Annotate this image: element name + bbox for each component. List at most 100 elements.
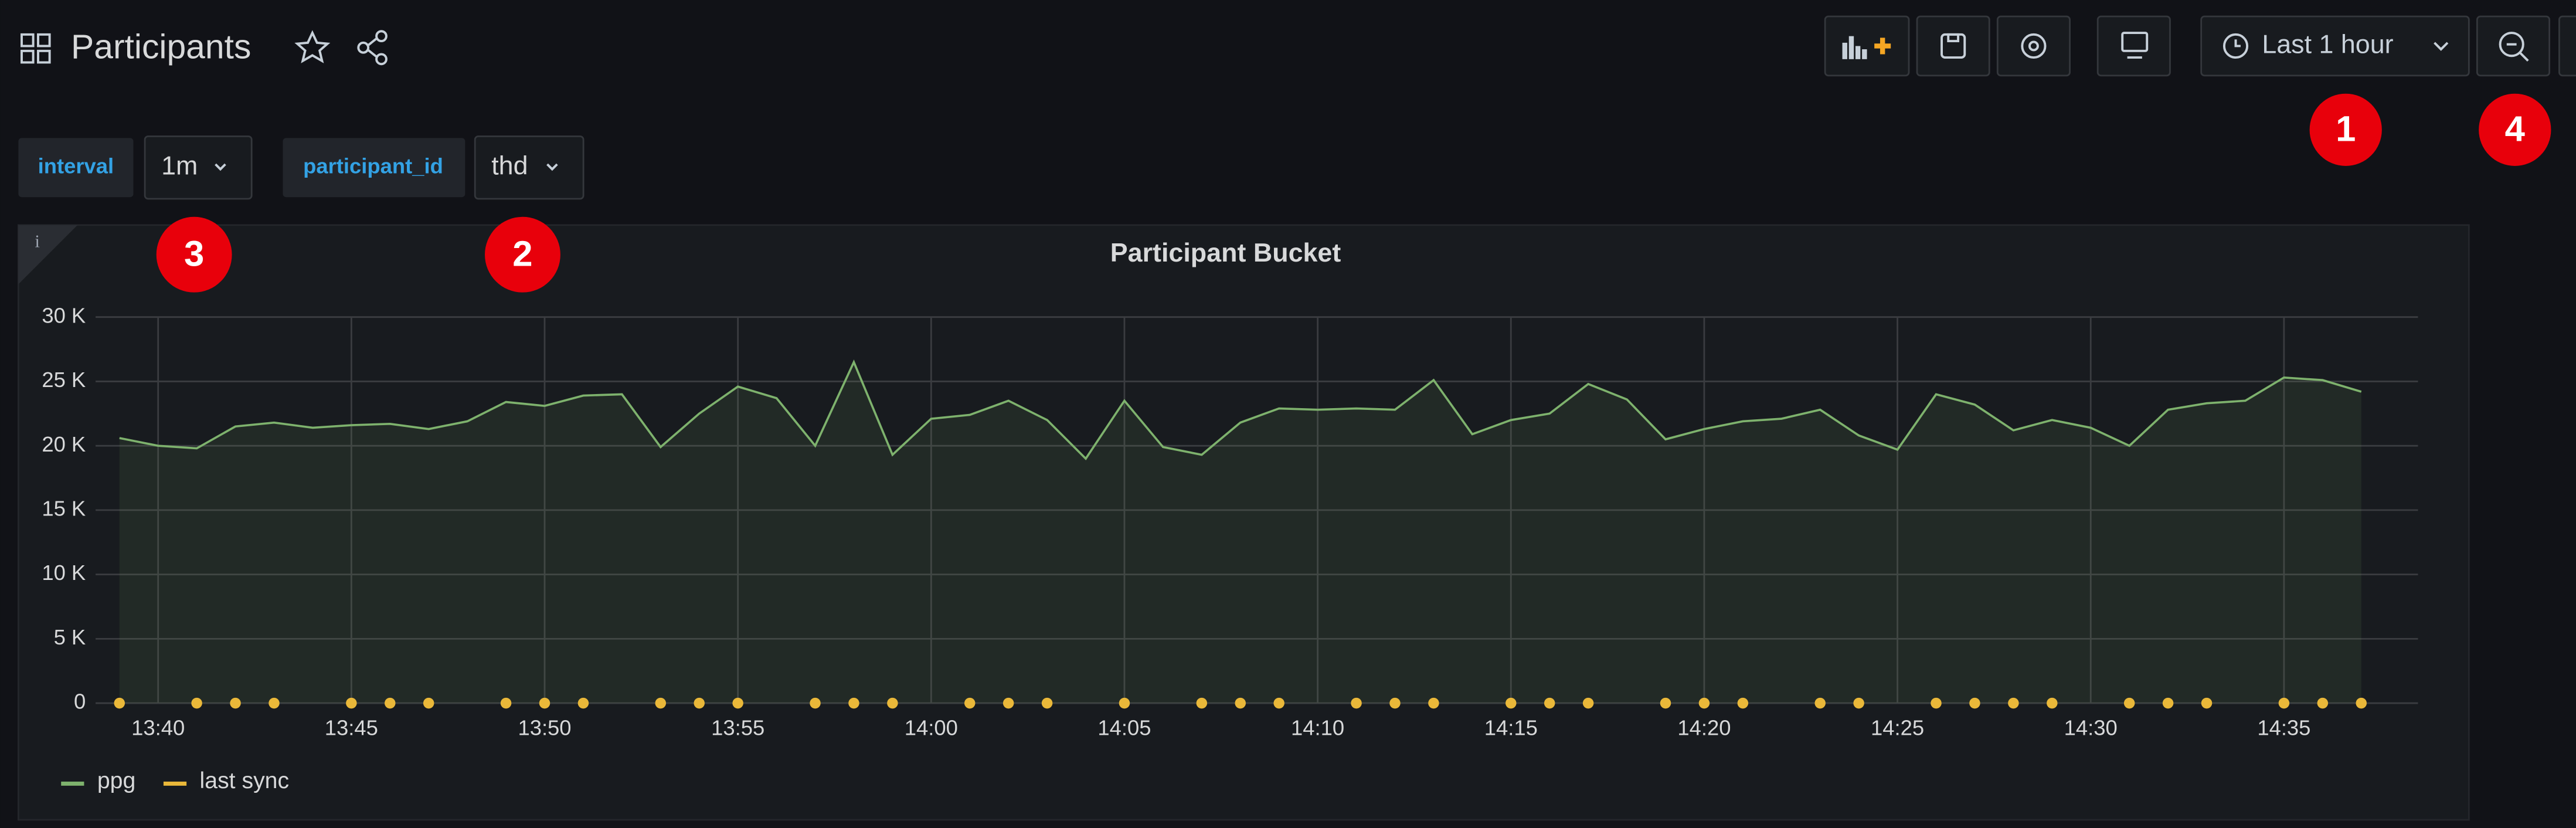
y-tick-label: 20 K — [42, 432, 86, 456]
x-tick-label: 13:50 — [518, 716, 571, 740]
annotation-badge: 4 — [2479, 93, 2551, 166]
point — [694, 697, 705, 709]
legend-label[interactable]: ppg — [97, 768, 135, 793]
variable-value[interactable]: 1m — [161, 151, 198, 181]
variable-label-bg — [18, 138, 134, 198]
tv-mode-button[interactable] — [2096, 15, 2171, 77]
info-corner — [18, 225, 78, 284]
legend-label[interactable]: last sync — [200, 768, 290, 793]
point — [423, 697, 434, 709]
point — [346, 697, 357, 709]
point — [1544, 697, 1555, 709]
point — [1698, 697, 1710, 709]
x-tick-label: 13:45 — [325, 716, 378, 740]
point — [848, 697, 859, 709]
variable-label-bg — [283, 138, 465, 198]
annotation-badge: 3 — [156, 216, 232, 293]
point — [887, 697, 898, 709]
dashboard-title[interactable]: Participants — [71, 28, 251, 66]
point — [2278, 697, 2290, 709]
point — [1814, 697, 1826, 709]
point — [964, 697, 976, 709]
variable-value[interactable]: thd — [491, 151, 528, 181]
x-tick-label: 14:20 — [1677, 716, 1731, 740]
point — [1969, 697, 1980, 709]
share-icon[interactable] — [357, 30, 388, 66]
dashboard-icon[interactable] — [21, 33, 51, 64]
x-tick-label: 13:55 — [711, 716, 764, 740]
point — [2201, 697, 2213, 709]
x-tick-label: 13:40 — [131, 716, 185, 740]
point — [1506, 697, 1517, 709]
point — [1041, 697, 1053, 709]
variable-select[interactable]: 1m — [144, 135, 253, 200]
variable-label: participant_id — [303, 154, 443, 178]
point — [1389, 697, 1401, 709]
refresh-button[interactable] — [2558, 15, 2576, 77]
settings-button[interactable] — [1996, 15, 2071, 77]
point — [577, 697, 589, 709]
point — [1660, 697, 1671, 709]
point — [114, 697, 125, 709]
add-panel-button[interactable] — [1824, 15, 1910, 77]
annotation-badge: 1 — [2309, 93, 2382, 166]
point — [500, 697, 512, 709]
point — [1428, 697, 1439, 709]
time-range[interactable]: Last 1 hour — [2262, 29, 2393, 59]
x-tick-label: 14:35 — [2257, 716, 2310, 740]
y-tick-label: 15 K — [42, 497, 86, 521]
annotation-badge: 2 — [485, 216, 560, 293]
point — [1196, 697, 1208, 709]
zoom-out-button[interactable] — [2476, 15, 2551, 77]
point — [1853, 697, 1864, 709]
badge-number: 4 — [2505, 108, 2525, 149]
y-tick-label: 5 K — [54, 625, 86, 649]
point — [1273, 697, 1284, 709]
star-icon[interactable] — [294, 30, 331, 63]
line — [119, 359, 2362, 460]
point — [732, 697, 743, 709]
info-icon[interactable]: i — [35, 232, 40, 252]
y-tick-label: 0 — [74, 690, 86, 714]
point — [1235, 697, 1246, 709]
point — [2356, 697, 2367, 709]
point — [2123, 697, 2135, 709]
point — [1119, 697, 1130, 709]
point — [191, 697, 202, 709]
panel — [17, 224, 2470, 821]
point — [810, 697, 821, 709]
x-tick-label: 14:05 — [1097, 716, 1151, 740]
x-tick-label: 14:15 — [1484, 716, 1538, 740]
variable-label: interval — [38, 154, 114, 178]
time-picker[interactable]: Last 1 hour — [2200, 15, 2470, 77]
point — [269, 697, 280, 709]
save-button[interactable] — [1916, 15, 1990, 77]
point — [2008, 697, 2019, 709]
point — [1351, 697, 1362, 709]
point — [1582, 697, 1594, 709]
point — [655, 697, 667, 709]
y-tick-label: 10 K — [42, 561, 86, 585]
area — [119, 362, 2361, 704]
variable-select[interactable]: thd — [474, 135, 584, 200]
plot: 0 5 K 10 K 15 K 20 K 25 K 30 K 13:40 13:45 13:50 1… — [42, 303, 2418, 793]
point — [1931, 697, 1942, 709]
point — [385, 697, 396, 709]
x-tick-label: 14:25 — [1871, 716, 1924, 740]
point — [2317, 697, 2329, 709]
badge-number: 3 — [184, 233, 204, 274]
point — [2162, 697, 2174, 709]
point — [1002, 697, 1014, 709]
y-tick-label: 30 K — [42, 303, 86, 327]
x-tick-label: 14:30 — [2064, 716, 2118, 740]
y-tick-label: 25 K — [42, 368, 86, 392]
x-tick-label: 14:10 — [1291, 716, 1344, 740]
point — [539, 697, 550, 709]
x-tick-label: 14:00 — [905, 716, 958, 740]
badge-number: 2 — [512, 233, 532, 274]
panel-title: Participant Bucket — [1110, 238, 1341, 267]
point — [230, 697, 241, 709]
badge-number: 1 — [2336, 108, 2356, 149]
point — [2047, 697, 2058, 709]
